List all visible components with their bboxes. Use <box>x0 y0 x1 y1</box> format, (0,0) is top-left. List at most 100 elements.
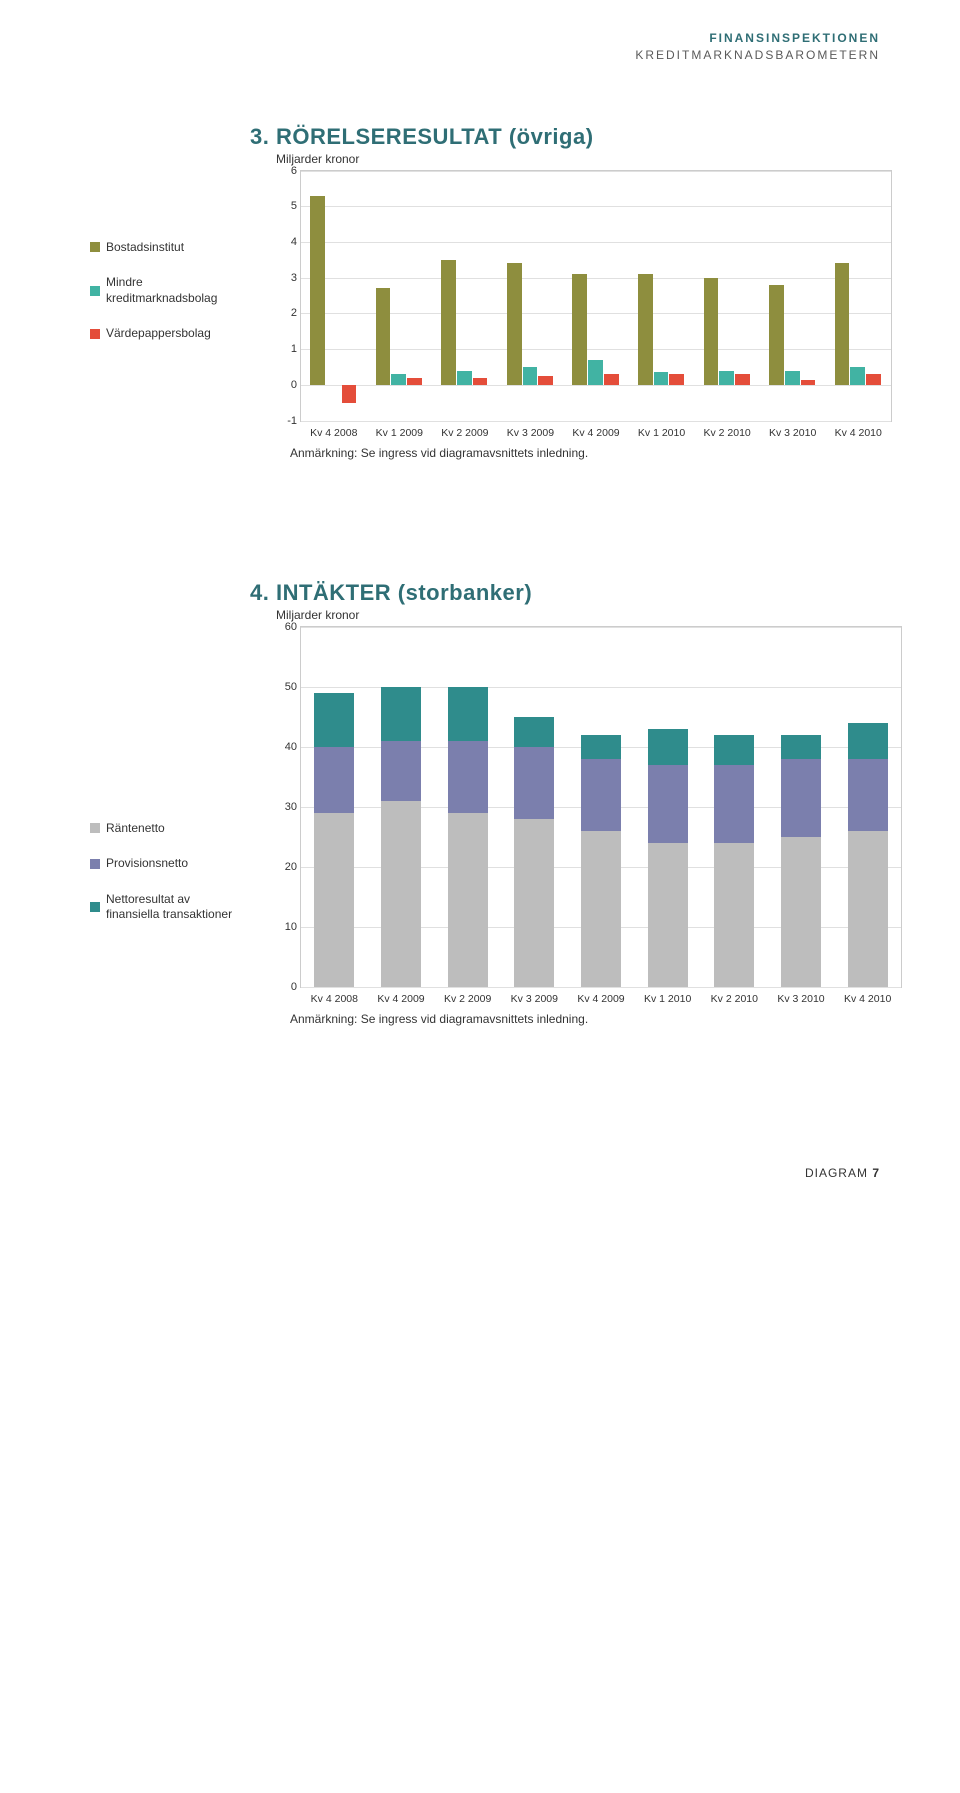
gridline <box>301 421 891 422</box>
x-tick-label: Kv 1 2010 <box>644 993 691 1005</box>
legend-item: Räntenetto <box>90 821 240 837</box>
bar <box>448 741 488 813</box>
legend-item: Bostadsinstitut <box>90 240 240 256</box>
bar <box>572 274 587 385</box>
x-tick-label: Kv 2 2009 <box>444 993 491 1005</box>
x-tick-label: Kv 4 2009 <box>577 993 624 1005</box>
chart-a-viewport: -10123456Kv 4 2008Kv 1 2009Kv 2 2009Kv 3… <box>300 170 892 422</box>
x-tick-label: Kv 4 2008 <box>311 993 358 1005</box>
bar <box>523 367 538 385</box>
bar <box>407 378 422 385</box>
legend-item: Mindre kreditmarknadsbolag <box>90 275 240 306</box>
legend-swatch <box>90 329 100 339</box>
y-tick-label: 3 <box>271 272 297 284</box>
bar <box>714 843 754 987</box>
bar <box>514 717 554 747</box>
legend-item: Värdepappersbolag <box>90 326 240 342</box>
header-line2: KREDITMARKNADSBAROMETERN <box>90 47 880 64</box>
chart-a-title: 3. RÖRELSERESULTAT (övriga) <box>250 124 880 150</box>
legend-swatch <box>90 902 100 912</box>
page: FINANSINSPEKTIONEN KREDITMARKNADSBAROMET… <box>0 0 960 1220</box>
bar <box>310 196 325 385</box>
gridline <box>301 385 891 386</box>
y-tick-label: 60 <box>271 621 297 633</box>
page-footer: DIAGRAM 7 <box>90 1166 880 1180</box>
x-tick-label: Kv 1 2010 <box>638 427 685 439</box>
bar <box>314 747 354 813</box>
bar <box>735 374 750 385</box>
bar <box>457 371 472 385</box>
y-tick-label: 5 <box>271 200 297 212</box>
bar <box>604 374 619 385</box>
bar <box>848 759 888 831</box>
gridline <box>301 278 891 279</box>
bar <box>769 285 784 385</box>
chart-b-plot: 0102030405060Kv 4 2008Kv 4 2009Kv 2 2009… <box>300 626 902 988</box>
legend-swatch <box>90 242 100 252</box>
y-tick-label: -1 <box>271 415 297 427</box>
y-tick-label: 40 <box>271 741 297 753</box>
x-tick-label: Kv 3 2009 <box>507 427 554 439</box>
x-tick-label: Kv 4 2010 <box>844 993 891 1005</box>
bar <box>669 374 684 385</box>
bar <box>714 735 754 765</box>
bar <box>848 723 888 759</box>
x-tick-label: Kv 4 2010 <box>835 427 882 439</box>
bar <box>381 741 421 801</box>
x-tick-label: Kv 3 2009 <box>511 993 558 1005</box>
x-tick-label: Kv 4 2009 <box>572 427 619 439</box>
x-tick-label: Kv 2 2010 <box>711 993 758 1005</box>
chart-intakter: 4. INTÄKTER (storbanker) Räntenetto Provi… <box>90 580 880 1026</box>
x-tick-label: Kv 2 2009 <box>441 427 488 439</box>
bar <box>866 374 881 385</box>
x-tick-label: Kv 4 2008 <box>310 427 357 439</box>
y-tick-label: 6 <box>271 165 297 177</box>
bar <box>376 288 391 384</box>
chart-a-area: Miljarder kronor -10123456Kv 4 2008Kv 1 … <box>260 170 892 422</box>
y-tick-label: 10 <box>271 921 297 933</box>
bar <box>654 372 669 385</box>
bar <box>801 380 816 385</box>
y-tick-label: 1 <box>271 343 297 355</box>
bar <box>581 831 621 987</box>
bar <box>314 693 354 747</box>
bar <box>785 371 800 385</box>
gridline <box>301 627 901 628</box>
bar <box>781 837 821 987</box>
bar <box>588 360 603 385</box>
legend-swatch <box>90 286 100 296</box>
bar <box>781 759 821 837</box>
x-tick-label: Kv 1 2009 <box>376 427 423 439</box>
bar <box>719 371 734 385</box>
bar <box>638 274 653 385</box>
bar <box>538 376 553 385</box>
bar <box>704 278 719 385</box>
chart-a-body: Bostadsinstitut Mindre kreditmarknadsbola… <box>90 170 880 422</box>
chart-b-title: 4. INTÄKTER (storbanker) <box>250 580 880 606</box>
page-header: FINANSINSPEKTIONEN KREDITMARKNADSBAROMET… <box>90 30 880 64</box>
chart-b-ylabel: Miljarder kronor <box>276 608 359 622</box>
y-tick-label: 50 <box>271 681 297 693</box>
legend-item: Provisionsnetto <box>90 856 240 872</box>
legend-item: Nettoresultat av finansiella transaktion… <box>90 892 240 923</box>
y-tick-label: 30 <box>271 801 297 813</box>
bar <box>850 367 865 385</box>
x-tick-label: Kv 3 2010 <box>777 993 824 1005</box>
bar <box>835 263 850 384</box>
bar <box>714 765 754 843</box>
bar <box>514 819 554 987</box>
chart-b-note: Anmärkning: Se ingress vid diagramavsnit… <box>290 1012 880 1026</box>
y-tick-label: 0 <box>271 981 297 993</box>
chart-a-note: Anmärkning: Se ingress vid diagramavsnit… <box>290 446 880 460</box>
bar <box>448 813 488 987</box>
chart-a-legend: Bostadsinstitut Mindre kreditmarknadsbola… <box>90 170 240 362</box>
chart-b-area: Miljarder kronor 0102030405060Kv 4 2008K… <box>260 626 902 988</box>
chart-a-plot: -10123456Kv 4 2008Kv 1 2009Kv 2 2009Kv 3… <box>300 170 892 422</box>
bar <box>381 801 421 987</box>
gridline <box>301 987 901 988</box>
legend-swatch <box>90 859 100 869</box>
bar <box>381 687 421 741</box>
y-tick-label: 4 <box>271 236 297 248</box>
bar <box>648 729 688 765</box>
bar <box>314 813 354 987</box>
